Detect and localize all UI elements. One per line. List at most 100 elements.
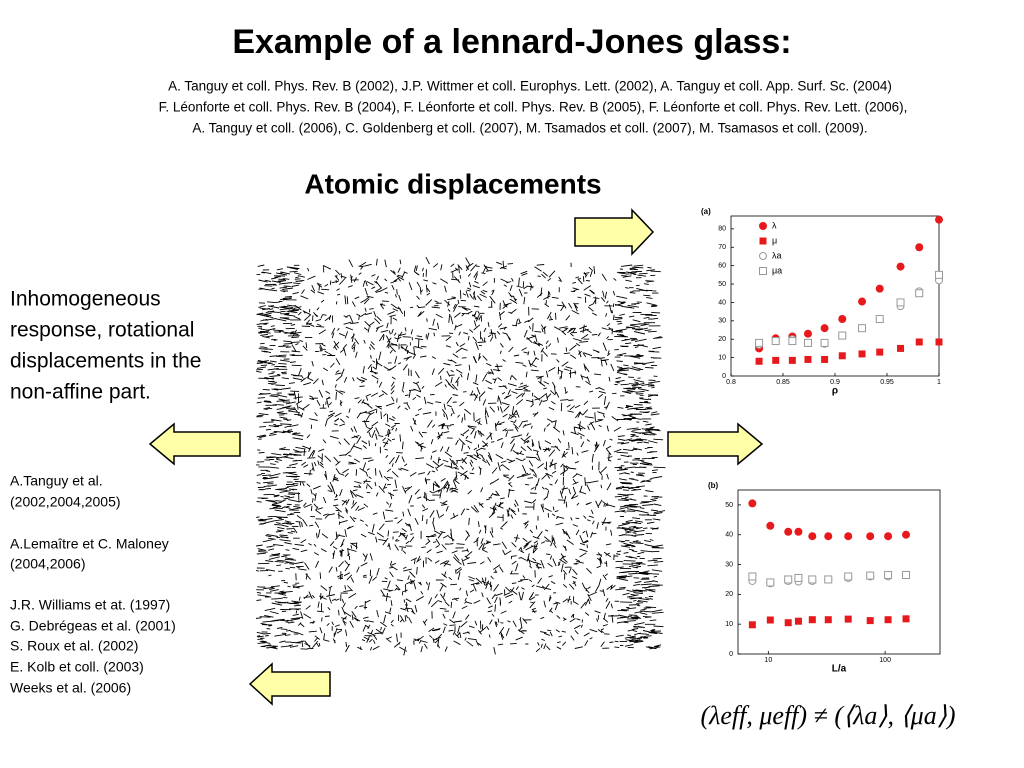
- legend-marker: [759, 222, 767, 230]
- point: [902, 615, 910, 623]
- point: [858, 324, 867, 333]
- y-tick-label: 0: [729, 651, 733, 658]
- point: [935, 270, 943, 279]
- y-tick-label: 60: [718, 262, 726, 269]
- panel-label: (b): [708, 481, 719, 490]
- displacement-arrows: [255, 256, 666, 656]
- legend-label: λ: [772, 220, 777, 230]
- point: [808, 616, 816, 624]
- citation: S. Roux et al. (2002): [10, 638, 138, 654]
- x-tick-label: 0.8: [726, 379, 736, 386]
- point: [884, 570, 893, 579]
- point: [884, 532, 893, 541]
- point: [896, 298, 905, 307]
- arrow-right: [667, 422, 764, 466]
- point: [844, 615, 852, 623]
- y-tick-label: 30: [725, 561, 733, 568]
- point: [897, 344, 905, 352]
- point: [771, 337, 780, 346]
- point: [766, 521, 775, 530]
- y-tick-label: 40: [725, 532, 733, 539]
- subtitle: Atomic displacements: [304, 168, 601, 199]
- citation: (2002,2004,2005): [10, 494, 121, 510]
- legend-label: μ: [772, 235, 777, 245]
- arrow-left: [248, 662, 331, 706]
- x-tick-label: 100: [879, 657, 891, 664]
- point: [808, 575, 817, 584]
- point: [844, 572, 853, 581]
- point: [838, 352, 846, 360]
- description-line: displacements in the: [10, 350, 201, 373]
- y-tick-label: 0: [722, 373, 726, 380]
- point: [794, 527, 803, 536]
- point: [821, 355, 829, 363]
- legend-label: μa: [772, 265, 782, 275]
- point: [902, 570, 911, 579]
- point: [824, 532, 833, 541]
- point: [866, 617, 874, 625]
- citation: J.R. Williams et at. (1997): [10, 597, 170, 613]
- description-line: response, rotational: [10, 319, 194, 342]
- field-background: [256, 264, 654, 649]
- panel-label: (a): [701, 207, 711, 216]
- x-axis-label: ρ: [832, 386, 838, 397]
- x-tick-label: 0.9: [830, 379, 840, 386]
- y-tick-label: 30: [718, 318, 726, 325]
- x-axis-label: L/a: [832, 664, 847, 675]
- point: [748, 572, 757, 581]
- citation: E. Kolb et coll. (2003): [10, 659, 144, 675]
- point: [755, 357, 763, 365]
- citation: A.Tanguy et al.: [10, 473, 103, 489]
- point: [824, 616, 832, 624]
- point: [824, 575, 833, 584]
- point: [884, 616, 892, 624]
- point: [794, 573, 803, 582]
- y-tick-label: 10: [718, 354, 726, 361]
- reference-line: A. Tanguy et coll. (2006), C. Goldenberg…: [192, 121, 867, 136]
- legend-label: λa: [772, 250, 782, 260]
- point: [866, 532, 875, 541]
- title: Example of a lennard-Jones glass:: [232, 23, 791, 61]
- x-tick-label: 0.95: [880, 379, 894, 386]
- point: [794, 617, 802, 625]
- y-tick-label: 10: [725, 621, 733, 628]
- point: [784, 527, 793, 536]
- point: [838, 314, 847, 323]
- point: [896, 262, 905, 271]
- reference-line: A. Tanguy et coll. Phys. Rev. B (2002), …: [168, 79, 892, 94]
- point: [866, 571, 875, 580]
- legend-marker: [759, 267, 767, 275]
- displacement-field: [255, 256, 666, 656]
- citation: G. Debrégeas et al. (2001): [10, 618, 176, 634]
- point: [788, 356, 796, 364]
- x-tick-label: 0.85: [776, 379, 790, 386]
- y-tick-label: 50: [725, 502, 733, 509]
- point: [784, 575, 793, 584]
- point: [804, 355, 812, 363]
- point: [858, 297, 867, 306]
- point: [766, 578, 775, 587]
- y-tick-label: 50: [718, 281, 726, 288]
- point: [915, 243, 924, 252]
- point: [788, 337, 797, 346]
- point: [803, 338, 812, 347]
- formula: (λeff, μeff) ≠ (⟨λa⟩, ⟨μa⟩): [700, 701, 955, 730]
- point: [772, 356, 780, 364]
- point: [876, 348, 884, 356]
- point: [875, 284, 884, 293]
- point: [748, 621, 756, 629]
- citation: (2004,2006): [10, 556, 86, 572]
- arrow-right: [574, 208, 655, 256]
- point: [820, 324, 829, 333]
- point: [844, 532, 853, 541]
- point: [838, 331, 847, 340]
- y-tick-label: 20: [718, 336, 726, 343]
- y-tick-label: 40: [718, 299, 726, 306]
- y-tick-label: 80: [718, 226, 726, 233]
- point: [935, 338, 943, 346]
- legend-marker: [759, 252, 767, 260]
- reference-line: F. Léonforte et coll. Phys. Rev. B (2004…: [159, 100, 908, 115]
- point: [915, 338, 923, 346]
- arrow-left: [148, 422, 241, 466]
